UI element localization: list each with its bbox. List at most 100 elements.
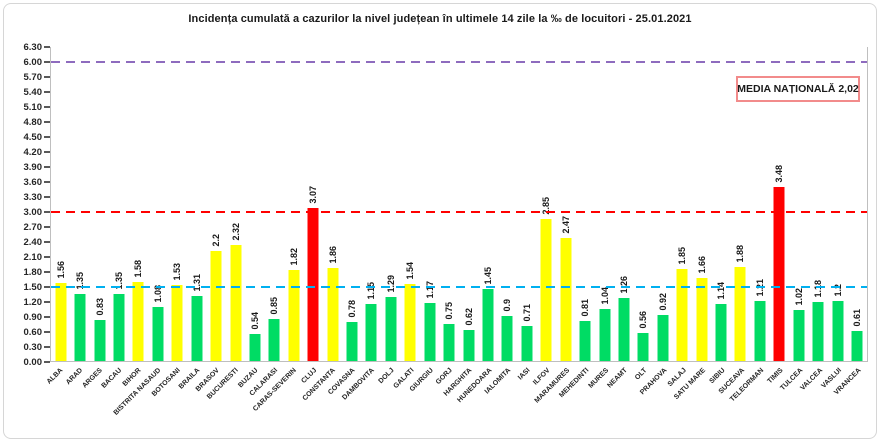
x-label-cell: DAMBOVITA <box>342 364 381 434</box>
bar-slot-maramures: 2.47 <box>556 47 575 361</box>
y-tick-mark <box>44 196 50 198</box>
bar-value-label: 1.08 <box>152 285 163 303</box>
bar <box>463 330 475 361</box>
bar <box>230 245 241 361</box>
bar-slot-vaslui: 1.2 <box>828 47 847 361</box>
chart-title: Incidența cumulată a cazurilor la nivel … <box>188 13 692 25</box>
x-label-cell: BRAILA <box>177 364 205 434</box>
x-label-cell: ARAD <box>65 364 88 434</box>
y-tick-label: 3.00 <box>23 206 43 218</box>
bar <box>696 278 708 361</box>
bar-slot-caras-severin: 1.82 <box>284 47 303 361</box>
bar <box>657 315 669 361</box>
bar-slot-olt: 0.56 <box>634 47 653 361</box>
x-label-cell: VRANCEA <box>833 364 867 434</box>
reference-line-upper-threshold <box>51 61 867 63</box>
reference-line-yellow-zone-threshold <box>51 286 867 288</box>
bar-slot-calarasi: 0.85 <box>265 47 284 361</box>
x-label-cell: MURES <box>587 364 614 434</box>
bar <box>55 283 67 361</box>
bar-slot-neamt: 1.26 <box>614 47 633 361</box>
bar-slot-timis: 3.48 <box>770 47 789 361</box>
x-label-cell: GALATI <box>392 364 419 434</box>
bar <box>307 207 319 361</box>
bar <box>404 284 416 361</box>
x-label-cell: SIBIU <box>708 364 731 434</box>
bar-slot-satu-mare: 1.66 <box>692 47 711 361</box>
bar <box>599 309 611 361</box>
bar-slot-hunedoara: 1.45 <box>478 47 497 361</box>
bar-slot-constanta: 1.86 <box>323 47 342 361</box>
y-tick-label: 6.30 <box>23 41 43 53</box>
bar-value-label: 1.85 <box>677 246 688 265</box>
bar <box>443 323 455 361</box>
bar-slot-mehedinti: 0.81 <box>575 47 594 361</box>
bar-slot-suceava: 1.88 <box>731 47 750 361</box>
bar-value-label: 1.15 <box>366 281 377 300</box>
bar <box>521 325 533 361</box>
bar <box>734 267 746 361</box>
bar-value-label: 1.66 <box>696 256 707 274</box>
bar <box>579 320 591 361</box>
x-label-cell: BUCURESTI <box>206 364 244 434</box>
y-tick-label: 1.80 <box>23 266 43 278</box>
y-tick-mark <box>44 211 50 213</box>
y-tick-mark <box>44 226 50 228</box>
y-tick-mark <box>44 301 50 303</box>
bar-value-label: 1.54 <box>405 262 416 280</box>
bar-slot-covasna: 0.78 <box>342 47 361 361</box>
y-tick-label: 2.70 <box>23 221 43 233</box>
y-tick-label: 3.60 <box>23 176 43 188</box>
y-tick-label: 3.30 <box>23 191 43 203</box>
y-tick-label: 2.40 <box>23 236 43 248</box>
y-tick-mark <box>44 121 50 123</box>
bar <box>812 302 824 361</box>
bar <box>113 293 125 361</box>
bar-value-label: 1.45 <box>482 266 493 285</box>
y-tick-mark <box>44 271 50 273</box>
national-average-label: MEDIA NAȚIONALĂ 2,02 <box>737 83 859 95</box>
bar-slot-vrancea: 0.61 <box>847 47 866 361</box>
bar-value-label: 1.02 <box>793 288 804 306</box>
y-tick-mark <box>44 76 50 78</box>
bar-slot-dambovita: 1.15 <box>362 47 381 361</box>
bar-slot-braila: 1.31 <box>187 47 206 361</box>
y-tick-mark <box>44 361 50 363</box>
y-tick-label: 0.90 <box>23 311 43 323</box>
x-label-cell: BOTOSANI <box>151 364 186 434</box>
bar-value-label: 1.17 <box>424 280 435 299</box>
x-label-cell: DOLJ <box>378 364 400 434</box>
bar-slot-mures: 1.04 <box>595 47 614 361</box>
y-tick-mark <box>44 166 50 168</box>
bar-slot-valcea: 1.18 <box>808 47 827 361</box>
bar-value-label: 3.07 <box>308 185 319 204</box>
y-tick-label: 4.80 <box>23 116 43 128</box>
bar-slot-giurgiu: 1.17 <box>420 47 439 361</box>
national-average-badge: MEDIA NAȚIONALĂ 2,02 <box>736 76 860 102</box>
bar-value-label: 1.18 <box>813 280 824 298</box>
bar-slot-alba: 1.56 <box>51 47 70 361</box>
bar-value-label: 0.85 <box>269 296 280 315</box>
bar <box>676 268 688 361</box>
x-label-cell: NEAMT <box>607 364 634 434</box>
y-tick-label: 2.10 <box>23 251 43 263</box>
x-label-cell: SATU MARE <box>673 364 711 434</box>
y-tick-mark <box>44 151 50 153</box>
y-tick-label: 5.10 <box>23 101 43 113</box>
bar-slot-arges: 0.83 <box>90 47 109 361</box>
bar <box>754 300 766 361</box>
x-label-cell: OLT <box>634 364 653 434</box>
bar-slot-iasi: 0.71 <box>517 47 536 361</box>
x-label-cell: MARAMURES <box>533 364 575 434</box>
bar-value-label: 2.47 <box>560 215 571 234</box>
x-label-cell: TIMIS <box>767 364 789 434</box>
bar <box>793 310 805 361</box>
bar-value-label: 1.04 <box>599 287 610 305</box>
bar <box>365 303 377 361</box>
bar-value-label: 1.58 <box>133 260 144 278</box>
bar-slot-harghita: 0.62 <box>459 47 478 361</box>
bar-slot-teleorman: 1.21 <box>750 47 769 361</box>
y-tick-mark <box>44 286 50 288</box>
x-label-cell: MEHEDINTI <box>558 364 595 434</box>
